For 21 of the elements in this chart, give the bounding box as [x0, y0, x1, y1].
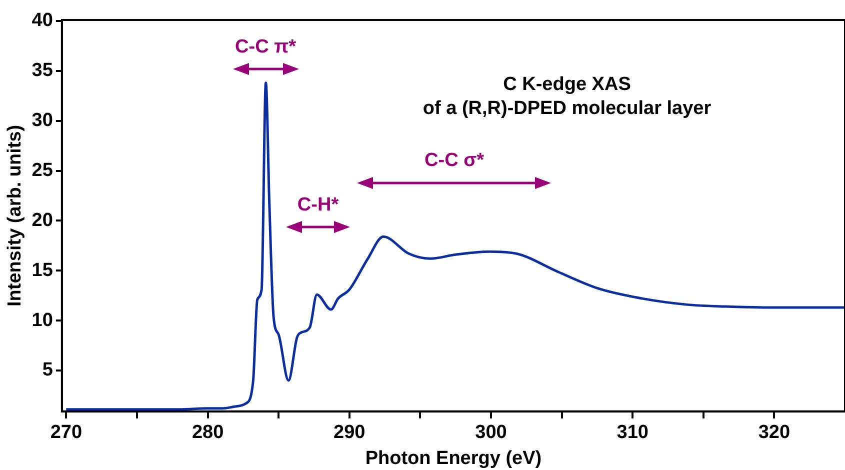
y-tick-label: 10	[32, 310, 53, 331]
x-tick-label: 320	[758, 422, 790, 444]
annotation: C-H*	[297, 194, 340, 216]
x-tick-label: 290	[334, 422, 366, 444]
text: of a (R,R)-DPED molecular layer	[422, 98, 712, 120]
text: C K-edge XAS	[503, 74, 631, 96]
y-tick-label: 40	[32, 10, 53, 32]
y-tick-label: 30	[32, 110, 53, 132]
y-tick-label: 20	[32, 210, 53, 231]
x-tick-label: 300	[475, 422, 507, 444]
annotation: C-C π*	[235, 36, 297, 58]
x-tick-label: 270	[50, 422, 82, 444]
x-tick-label: 310	[616, 422, 648, 444]
y-tick-label: 25	[32, 160, 54, 182]
y-tick-label: 15	[32, 260, 54, 281]
x-tick-label: 280	[192, 422, 224, 444]
y-axis-title: Intensity (arb. units)	[4, 124, 26, 306]
y-tick-label: 35	[32, 60, 54, 82]
y-tick-label: 5	[42, 360, 54, 381]
x-axis-title: Photon Energy (eV)	[365, 448, 542, 469]
annotation: C-C σ*	[424, 150, 485, 172]
